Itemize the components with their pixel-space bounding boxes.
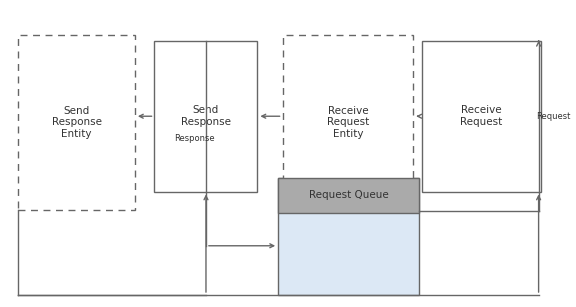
- Bar: [278, 178, 419, 213]
- Text: Send
Response: Send Response: [181, 105, 231, 127]
- Text: Request: Request: [536, 112, 570, 122]
- Bar: [18, 35, 135, 210]
- Bar: [422, 41, 541, 192]
- Text: Receive
Request
Entity: Receive Request Entity: [327, 106, 369, 139]
- Bar: [282, 35, 414, 210]
- Text: Receive
Request: Receive Request: [460, 105, 503, 127]
- Text: Request Queue: Request Queue: [309, 190, 388, 200]
- Bar: [154, 41, 257, 192]
- Text: Send
Response
Entity: Send Response Entity: [51, 106, 101, 139]
- Bar: [278, 178, 419, 295]
- Text: Response: Response: [174, 134, 215, 143]
